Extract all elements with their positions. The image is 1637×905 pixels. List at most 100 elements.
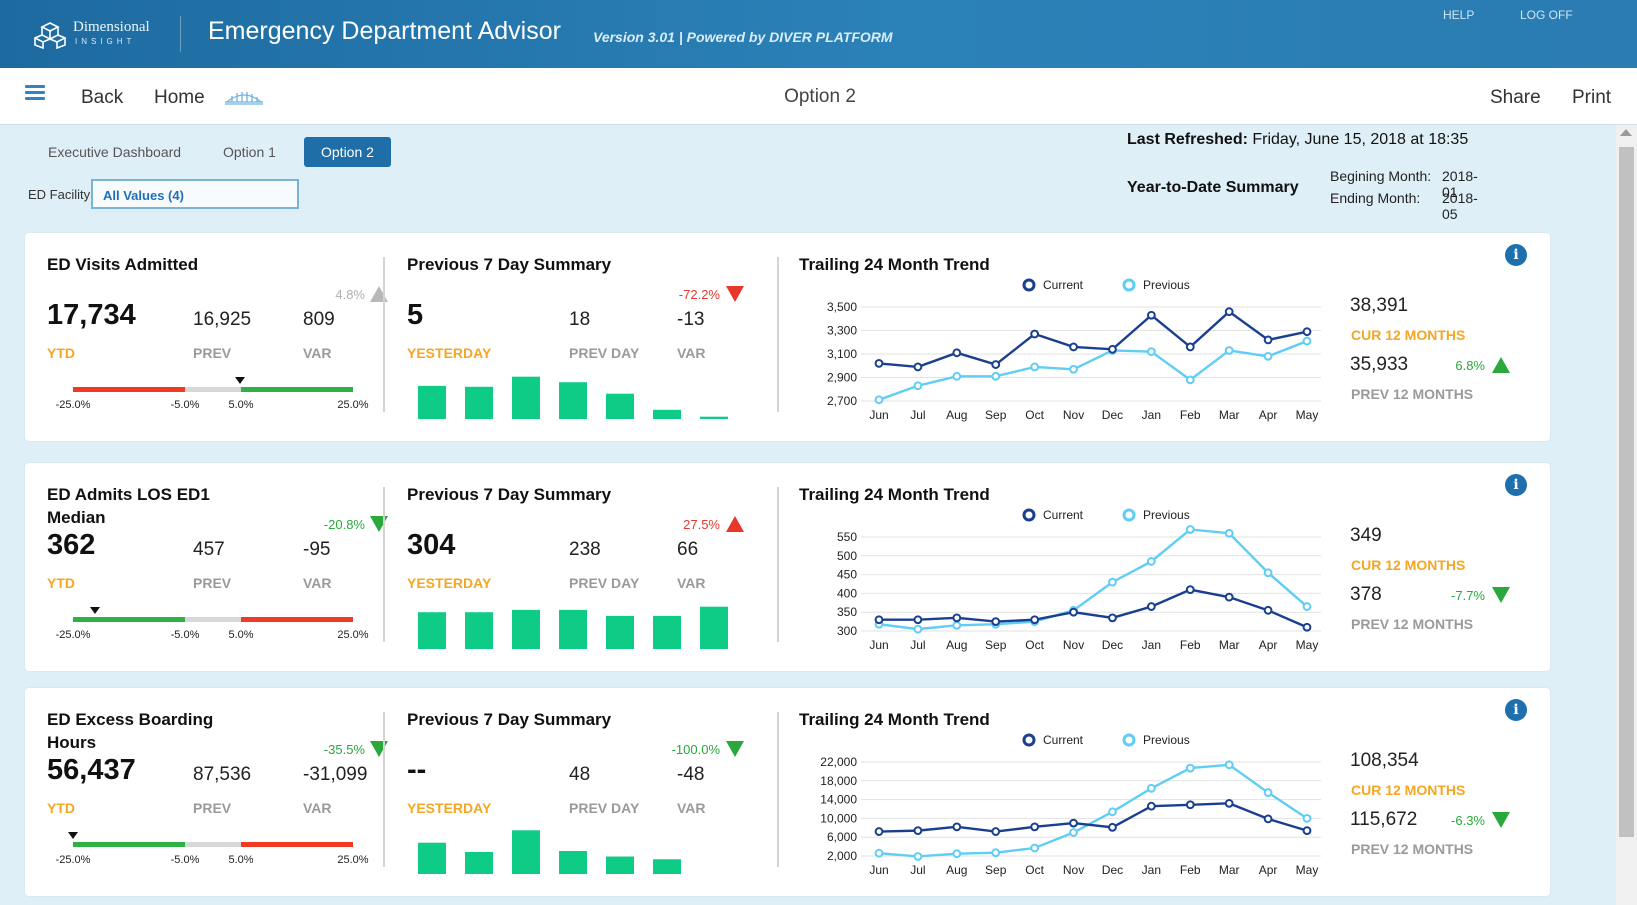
x-tick-label: Jun: [869, 408, 888, 422]
x-tick-label: Jun: [869, 638, 888, 652]
kpi-card: ED Excess Boarding Hours 56,437 YTD 87,536 P…: [25, 688, 1550, 896]
previous-series-line: [878, 528, 1308, 631]
current-point: [1263, 605, 1273, 615]
current-point: [991, 617, 1001, 626]
tab-executive-dashboard[interactable]: Executive Dashboard: [48, 144, 182, 160]
menu-icon[interactable]: [25, 85, 45, 101]
tab-option-2[interactable]: Option 2: [304, 137, 391, 167]
seven-day-bar-chart: [418, 606, 728, 649]
previous-point: [1030, 843, 1040, 853]
gauge-mid-segment: [185, 842, 241, 847]
previous-point: [991, 371, 1001, 381]
day-bar: [653, 859, 681, 874]
home-button[interactable]: Home: [154, 87, 205, 108]
scrollbar-thumb[interactable]: [1619, 147, 1634, 837]
previous-point: [1302, 336, 1312, 346]
tab-option-1[interactable]: Option 1: [223, 144, 276, 160]
cur12-value: 108,354: [1350, 750, 1419, 771]
kpi-card: ED Visits Admitted 17,734 YTD 16,925 PREV 809…: [25, 233, 1550, 441]
x-tick-label: Oct: [1025, 408, 1044, 422]
day-var-label: VAR: [677, 575, 706, 591]
y-tick-label: 550: [837, 530, 857, 544]
day-var-percent: -72.2%: [678, 287, 720, 302]
x-tick-label: Sep: [985, 408, 1007, 422]
facility-filter-select[interactable]: All Values (4): [91, 179, 299, 209]
x-tick-label: Nov: [1063, 408, 1084, 422]
legend-previous-marker: [1122, 733, 1136, 747]
section-divider: [383, 487, 385, 642]
gauge-tick-label: 25.0%: [337, 399, 369, 411]
kpi-title: ED Admits LOS ED1 Median: [47, 485, 210, 527]
prev-day-label: PREV DAY: [569, 800, 640, 816]
logoff-link[interactable]: LOG OFF: [1520, 8, 1573, 22]
current-point: [1030, 615, 1040, 625]
day-bar: [700, 416, 728, 419]
info-icon[interactable]: i: [1505, 474, 1527, 496]
gauge-left-segment: [73, 617, 185, 622]
day-bar: [512, 609, 540, 649]
current-point: [1185, 585, 1195, 595]
print-button[interactable]: Print: [1572, 87, 1612, 108]
share-button[interactable]: Share: [1490, 87, 1541, 108]
gauge-right-segment: [241, 842, 353, 847]
previous-point: [1030, 362, 1040, 372]
trend-down-icon: [1492, 812, 1510, 828]
day-trend-down-icon: [726, 741, 744, 757]
kpi-title: ED Excess Boarding Hours: [47, 710, 214, 752]
y-tick-label: 500: [837, 549, 857, 563]
help-link[interactable]: HELP: [1443, 8, 1475, 22]
logo-text: Dimensional: [73, 19, 150, 35]
current-point: [1069, 342, 1078, 352]
prev12-value: 115,672: [1350, 809, 1418, 830]
y-tick-label: 22,000: [820, 755, 857, 769]
var-percent: -35.5%: [323, 742, 365, 757]
x-tick-label: May: [1296, 863, 1319, 877]
prev-label: PREV: [193, 345, 232, 361]
prev12-value: 35,933: [1350, 354, 1409, 375]
yesterday-label: YESTERDAY: [407, 800, 492, 816]
gauge-tick-label: -25.0%: [55, 629, 91, 641]
previous-point: [1263, 351, 1273, 361]
legend-previous-marker: [1122, 508, 1136, 522]
day-var-value: -48: [677, 764, 705, 785]
bridge-icon[interactable]: [224, 90, 264, 106]
y-tick-label: 3,100: [827, 347, 857, 361]
var-value: -95: [303, 539, 331, 560]
x-tick-label: Apr: [1259, 408, 1278, 422]
trend-line-chart: Current Previous 550 500 450 400 350 300 Jun Jul A…: [837, 508, 1321, 652]
info-icon[interactable]: i: [1505, 699, 1527, 721]
x-tick-label: Mar: [1219, 863, 1240, 877]
begin-month: Begining Month: 2018-01: [1330, 168, 1478, 200]
current-point: [1030, 822, 1040, 832]
current-point: [913, 615, 923, 625]
trend-down-icon: [1492, 587, 1510, 603]
end-month: Ending Month: 2018-05: [1330, 190, 1478, 222]
x-tick-label: Sep: [985, 638, 1007, 652]
prev-day-value: 238: [569, 539, 601, 560]
dimensional-insight-logo[interactable]: Dimensional INSIGHT: [34, 18, 184, 52]
scroll-up-arrow-icon[interactable]: [1620, 129, 1632, 136]
day-trend-up-icon: [726, 516, 744, 532]
back-button[interactable]: Back: [81, 87, 124, 108]
gauge-tick-label: 5.0%: [228, 854, 254, 866]
info-icon[interactable]: i: [1505, 244, 1527, 266]
prev-value: 16,925: [193, 309, 252, 330]
facility-filter-label: ED Facility: [28, 187, 91, 202]
logo-subtext: INSIGHT: [75, 37, 136, 46]
gauge-left-segment: [73, 842, 185, 847]
var-trend-down-icon: [370, 516, 388, 532]
gauge-tick-label: -5.0%: [170, 629, 200, 641]
previous-point: [1224, 346, 1234, 355]
day-bar: [418, 612, 446, 649]
yesterday-value: --: [407, 754, 427, 786]
gauge-tick-label: 5.0%: [228, 399, 254, 411]
x-tick-label: May: [1296, 638, 1319, 652]
yesterday-value: 5: [407, 299, 424, 331]
day-bar: [559, 382, 587, 419]
x-tick-label: Feb: [1180, 863, 1201, 877]
current-point: [1302, 622, 1312, 632]
current-point: [1185, 800, 1195, 810]
current-point: [991, 360, 1001, 369]
var-value: -31,099: [303, 764, 368, 785]
y-tick-label: 10,000: [820, 811, 857, 825]
